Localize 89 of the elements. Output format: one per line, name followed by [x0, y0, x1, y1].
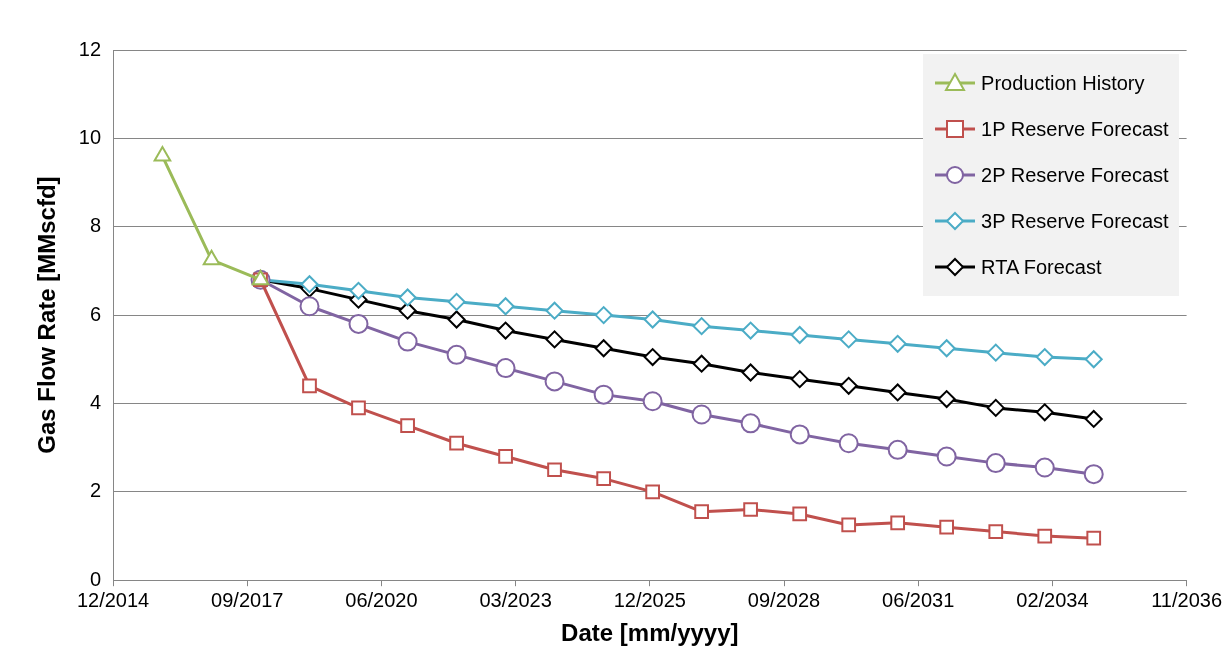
point	[888, 383, 907, 402]
point	[692, 317, 711, 336]
point	[496, 297, 515, 316]
x-tick-label: 09/2028	[747, 588, 821, 611]
point	[887, 439, 908, 460]
y-tick-label: 6	[89, 302, 102, 325]
point	[1035, 348, 1054, 367]
point	[397, 331, 418, 352]
point	[1083, 464, 1104, 485]
point	[496, 321, 515, 340]
legend-label: 2P Reserve Forecast	[981, 163, 1169, 187]
point	[400, 418, 415, 433]
y-tick-label: 4	[89, 390, 102, 413]
point	[643, 348, 662, 367]
point	[692, 354, 711, 373]
point	[694, 504, 709, 520]
x-tick-label: 09/2017	[211, 588, 284, 611]
point	[349, 281, 368, 300]
point	[447, 310, 466, 329]
point	[890, 515, 906, 531]
point	[790, 325, 809, 344]
point	[544, 371, 565, 392]
point	[594, 306, 613, 325]
point	[888, 334, 907, 353]
point	[741, 321, 760, 340]
y-tick-label: 2	[89, 479, 102, 502]
point	[596, 471, 612, 486]
point	[299, 296, 320, 317]
point	[1084, 350, 1103, 369]
point	[985, 453, 1006, 474]
x-tick-label: 11/2036	[1151, 588, 1222, 611]
legend-label: RTA Forecast	[981, 255, 1102, 279]
point	[643, 310, 662, 329]
point	[986, 398, 1005, 417]
point	[547, 462, 562, 478]
point	[447, 292, 466, 311]
point	[545, 301, 564, 320]
point	[792, 506, 808, 522]
point	[593, 384, 614, 405]
point	[302, 378, 317, 394]
legend-label: 1P Reserve Forecast	[981, 117, 1169, 141]
point	[545, 330, 564, 349]
point	[153, 146, 172, 162]
point	[691, 404, 712, 425]
point	[1034, 457, 1055, 478]
point	[300, 275, 319, 294]
point	[937, 339, 956, 358]
point	[594, 339, 613, 358]
x-tick-label: 12/2014	[76, 588, 150, 611]
point	[645, 484, 660, 500]
point	[495, 358, 516, 379]
x-tick-label: 02/2034	[1016, 588, 1089, 611]
x-axis-title: Date [mm/yyyy]	[561, 619, 739, 647]
point	[498, 449, 513, 464]
point	[1035, 403, 1054, 422]
legend-label: Production History	[981, 71, 1145, 95]
point	[936, 446, 957, 467]
point	[743, 502, 758, 517]
point	[986, 343, 1005, 362]
x-tick-label: 06/2031	[882, 588, 955, 611]
point	[790, 370, 809, 389]
point	[937, 390, 956, 409]
x-tick-label: 06/2020	[345, 588, 418, 611]
point	[1084, 409, 1103, 428]
point	[988, 524, 1004, 539]
y-tick-label: 0	[89, 567, 102, 590]
point	[740, 413, 761, 434]
x-tick-label: 03/2023	[479, 588, 552, 611]
point	[1037, 528, 1053, 544]
point	[449, 435, 464, 451]
point	[939, 519, 955, 535]
legend-label: 3P Reserve Forecast	[981, 209, 1169, 233]
point	[398, 288, 417, 307]
point	[1086, 530, 1102, 546]
y-tick-label: 12	[78, 37, 102, 60]
point	[839, 376, 858, 395]
point	[838, 433, 859, 454]
y-tick-label: 10	[78, 125, 102, 148]
point	[741, 363, 760, 382]
point	[348, 313, 369, 334]
point	[839, 330, 858, 349]
point	[351, 400, 366, 416]
point	[446, 344, 467, 365]
y-tick-label: 8	[89, 214, 102, 237]
point	[789, 424, 810, 445]
y-axis-title: Gas Flow Rate [MMscfd]	[33, 176, 61, 454]
point	[642, 391, 663, 412]
point	[841, 517, 857, 533]
x-tick-label: 12/2025	[613, 588, 686, 611]
